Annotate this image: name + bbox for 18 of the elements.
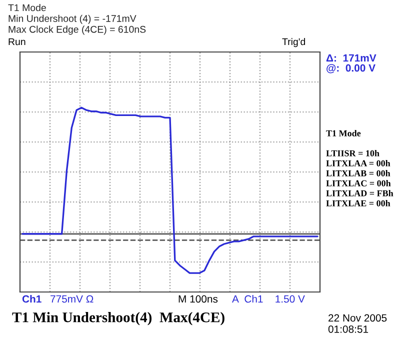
text: @: 0.00 V bbox=[326, 64, 376, 74]
text: LITXLAE = 00h bbox=[326, 200, 390, 206]
chart-title: T1 Mode Min Undershoot (4) = -171mV Max Clock Edge (4CE) = 610nS bbox=[8, 4, 146, 35]
text: T1 Mode bbox=[326, 130, 361, 136]
text: Ch1 bbox=[22, 295, 42, 303]
text: Δ: 171mV bbox=[326, 54, 376, 62]
text: LITXLAA = 00h bbox=[326, 160, 390, 166]
text: M 100ns bbox=[178, 295, 218, 303]
text: A Ch1 1.50 V bbox=[232, 295, 305, 303]
text: 22 Nov 2005 01:08:51 bbox=[328, 314, 387, 333]
text: 775mV Ω bbox=[50, 295, 94, 303]
text: LITXLAB = 00h bbox=[326, 170, 390, 176]
text: LITXLAD = FBh bbox=[326, 190, 394, 196]
text: Run bbox=[8, 38, 26, 46]
text: LTIISR = 10h bbox=[326, 150, 380, 156]
text: Trig'd bbox=[282, 38, 306, 48]
text: LITXLAC = 00h bbox=[326, 180, 391, 186]
text: T1 Min Undershoot(4) Max(4CE) bbox=[12, 312, 224, 326]
